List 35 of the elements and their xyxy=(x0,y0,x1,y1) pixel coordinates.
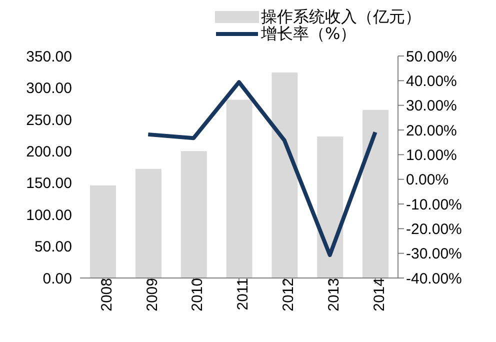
x-tick-label: 2010 xyxy=(189,278,206,312)
y2-tick-label: -40.00% xyxy=(406,270,462,288)
legend-label: 增长率（%） xyxy=(261,24,356,43)
bar xyxy=(362,110,389,278)
y-tick-label: 200.00 xyxy=(26,143,72,160)
y2-tick-label: -30.00% xyxy=(406,246,462,263)
y2-tick-label: -20.00% xyxy=(406,220,462,238)
y-tick-label: 150.00 xyxy=(26,175,72,192)
x-tick-label: 2013 xyxy=(326,278,343,312)
x-tick-label: 2009 xyxy=(144,278,161,312)
bar xyxy=(317,136,344,278)
y2-tick-label: 20.00% xyxy=(406,122,457,140)
y-tick-label: 100.00 xyxy=(26,206,72,224)
y2-tick-label: 50.00% xyxy=(406,48,457,66)
y-tick-label: 350.00 xyxy=(26,48,72,66)
bar xyxy=(135,168,162,278)
line-series xyxy=(146,80,378,258)
y2-tick-label: 10.00% xyxy=(406,146,457,164)
bar xyxy=(272,72,298,278)
y2-tick-label: 30.00% xyxy=(406,98,457,115)
bar xyxy=(90,185,116,278)
x-tick-label: 2008 xyxy=(98,278,116,312)
x-tick-label: 2011 xyxy=(234,278,252,310)
bar xyxy=(226,100,252,278)
y-tick-label: 50.00 xyxy=(34,238,72,256)
legend-label: 操作系统收入（亿元） xyxy=(261,7,421,26)
bar xyxy=(180,151,207,278)
y-tick-label: 250.00 xyxy=(26,112,72,129)
y2-tick-label: 40.00% xyxy=(406,72,457,90)
y2-tick-label: 0.00% xyxy=(406,172,449,189)
x-tick-label: 2012 xyxy=(280,278,298,312)
y-tick-label: 0.00 xyxy=(42,270,72,288)
y-tick-label: 300.00 xyxy=(26,80,72,98)
x-tick-label: 2014 xyxy=(370,278,388,312)
y2-tick-label: -10.00% xyxy=(406,196,462,214)
